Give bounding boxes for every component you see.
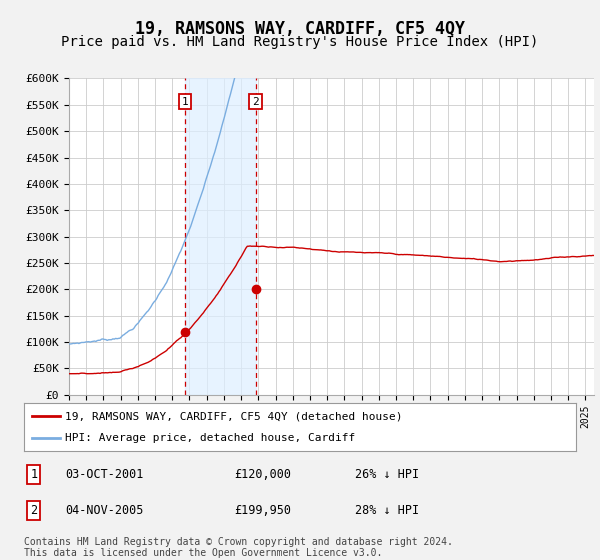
Text: £120,000: £120,000 — [234, 468, 291, 481]
Text: 03-OCT-2001: 03-OCT-2001 — [65, 468, 144, 481]
Text: 28% ↓ HPI: 28% ↓ HPI — [355, 504, 419, 517]
Text: Price paid vs. HM Land Registry's House Price Index (HPI): Price paid vs. HM Land Registry's House … — [61, 35, 539, 49]
Text: Contains HM Land Registry data © Crown copyright and database right 2024.
This d: Contains HM Land Registry data © Crown c… — [24, 536, 453, 558]
Text: 2: 2 — [31, 504, 37, 517]
Text: 1: 1 — [182, 97, 188, 106]
Bar — [185, 78, 256, 395]
Text: 04-NOV-2005: 04-NOV-2005 — [65, 504, 144, 517]
Text: £199,950: £199,950 — [234, 504, 291, 517]
Text: 2: 2 — [252, 97, 259, 106]
Text: 1: 1 — [31, 468, 37, 481]
Text: HPI: Average price, detached house, Cardiff: HPI: Average price, detached house, Card… — [65, 433, 356, 443]
Text: 19, RAMSONS WAY, CARDIFF, CF5 4QY: 19, RAMSONS WAY, CARDIFF, CF5 4QY — [135, 20, 465, 38]
Text: 26% ↓ HPI: 26% ↓ HPI — [355, 468, 419, 481]
Text: 19, RAMSONS WAY, CARDIFF, CF5 4QY (detached house): 19, RAMSONS WAY, CARDIFF, CF5 4QY (detac… — [65, 411, 403, 421]
